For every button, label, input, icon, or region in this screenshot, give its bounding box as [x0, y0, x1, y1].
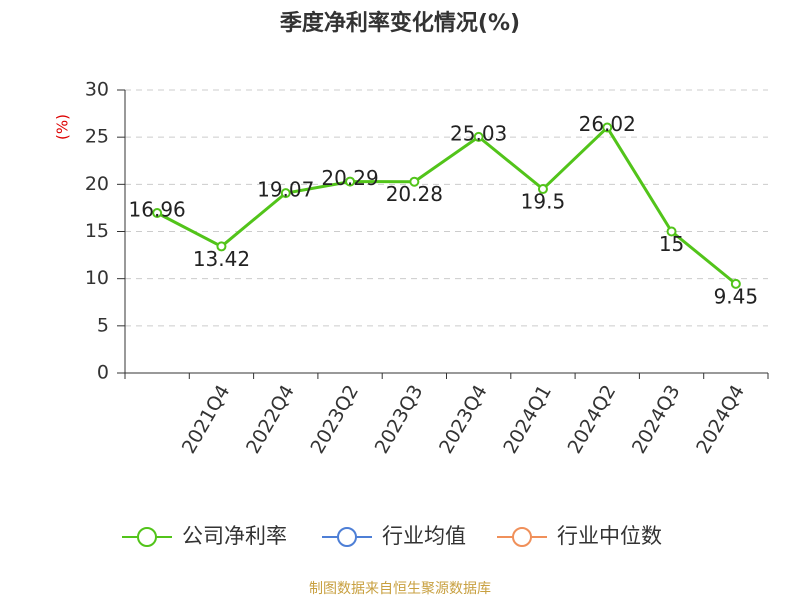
y-tick-label: 30 — [85, 79, 109, 101]
data-label: 20.28 — [386, 182, 443, 206]
x-tick-label: 2022Q4 — [242, 381, 299, 457]
point — [345, 176, 356, 187]
x-tick-label: 2021Q4 — [178, 381, 235, 457]
x-tick-label: 2024Q1 — [499, 381, 556, 457]
x-tick-label: 2024Q2 — [564, 381, 621, 457]
point — [280, 188, 291, 199]
point — [666, 226, 677, 237]
data-label: 19.5 — [521, 190, 566, 214]
source: 制图数据来自恒生聚源数据库 — [309, 581, 491, 597]
data-label: 25.03 — [450, 121, 507, 145]
legend-marker — [512, 527, 532, 547]
data-label: 26.02 — [579, 112, 636, 136]
x-tick-label: 2023Q2 — [306, 381, 363, 457]
data-label: 20.29 — [321, 166, 378, 190]
y-tick-label: 20 — [85, 173, 109, 195]
point — [602, 122, 613, 133]
point — [216, 241, 227, 252]
legend-marker — [337, 527, 357, 547]
legend-marker — [137, 527, 157, 547]
y-tick-label: 0 — [97, 362, 109, 384]
series-line — [156, 125, 737, 286]
x-tick-label: 2024Q3 — [628, 381, 685, 457]
y-tick-label: 5 — [97, 314, 109, 336]
data-label: 15 — [659, 232, 684, 256]
y-axis-label: (%) — [54, 114, 72, 140]
point — [409, 176, 420, 187]
x-tick-label: 2023Q3 — [371, 381, 428, 457]
y-tick-label: 10 — [85, 267, 109, 289]
point — [730, 278, 741, 289]
point — [152, 208, 163, 219]
point — [537, 184, 548, 195]
x-tick-label: 2023Q4 — [435, 381, 492, 457]
legend-label: 行业中位数 — [557, 524, 662, 548]
legend-label: 公司净利率 — [182, 524, 287, 548]
y-tick-label: 15 — [85, 220, 109, 242]
y-tick-label: 25 — [85, 126, 109, 148]
chart-title: 季度净利率变化情况(%) — [280, 10, 520, 36]
point — [473, 131, 484, 142]
legend-label: 行业均值 — [382, 524, 466, 548]
data-label: 13.42 — [193, 247, 250, 271]
data-label: 9.45 — [714, 284, 759, 308]
data-label: 16.96 — [129, 198, 186, 222]
data-label: 19.07 — [257, 178, 314, 202]
x-tick-label: 2024Q4 — [692, 381, 749, 457]
